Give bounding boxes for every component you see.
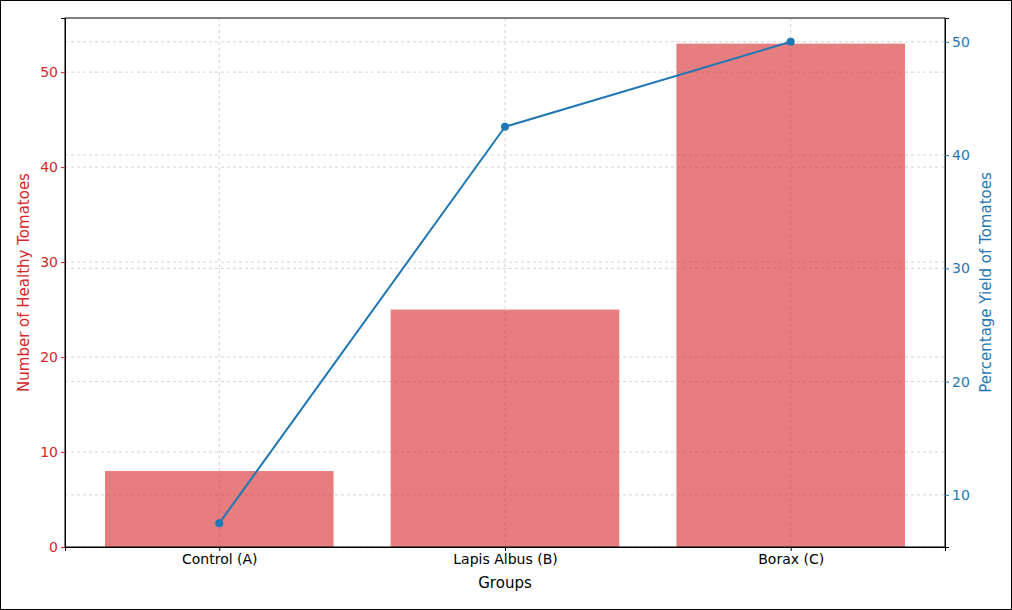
y2-tick-mark xyxy=(945,42,949,43)
y-tick-label: 0 xyxy=(49,539,58,555)
y2-tick: 20 xyxy=(945,374,970,390)
x-tick-label: Lapis Albus (B) xyxy=(453,551,557,567)
y-tick: 40 xyxy=(40,159,65,175)
y-tick: 0 xyxy=(49,539,65,555)
y2-tick: 50 xyxy=(945,34,970,50)
bar xyxy=(105,471,334,547)
marker xyxy=(215,519,223,527)
y-tick-mark xyxy=(61,357,65,358)
chart: Control (A) Lapis Albus (B) Borax (C) 0 10 20… xyxy=(0,0,1012,610)
x-tick: Lapis Albus (B) xyxy=(453,547,557,567)
y2-axis-title: Percentage Yield of Tomatoes xyxy=(977,172,995,393)
x-tick-label: Control (A) xyxy=(182,551,258,567)
y2-tick-label: 30 xyxy=(952,260,970,276)
y2-tick: 30 xyxy=(945,260,970,276)
y2-tick-mark xyxy=(945,495,949,496)
bar xyxy=(676,44,905,547)
figure-border xyxy=(1,1,1012,610)
y2-tick-mark xyxy=(945,382,949,383)
marker xyxy=(787,38,795,46)
y-tick-label: 10 xyxy=(40,444,58,460)
x-axis: Control (A) Lapis Albus (B) Borax (C) xyxy=(66,547,946,567)
x-axis-title: Groups xyxy=(478,574,532,592)
x-grid-line xyxy=(219,18,220,547)
y-axis: 0 10 20 30 40 50 xyxy=(40,19,65,555)
y-tick: 50 xyxy=(40,64,65,80)
y-tick-mark xyxy=(61,547,65,548)
y2-axis: 10 20 30 40 50 xyxy=(945,19,970,548)
y-axis-line xyxy=(61,19,66,548)
y-tick-label: 30 xyxy=(40,254,58,270)
y-tick-mark xyxy=(61,262,65,263)
y2-axis-line xyxy=(946,19,950,548)
y-tick: 30 xyxy=(40,254,65,270)
y-tick-mark xyxy=(61,167,65,168)
y2-tick-label: 10 xyxy=(952,487,970,503)
x-tick: Borax (C) xyxy=(758,547,824,567)
y2-tick: 40 xyxy=(945,147,970,163)
y2-tick: 10 xyxy=(945,487,970,503)
y-tick-mark xyxy=(61,72,65,73)
y2-tick-label: 40 xyxy=(952,147,970,163)
y2-tick-mark xyxy=(945,268,949,269)
grid xyxy=(65,18,945,547)
y2-tick-label: 50 xyxy=(952,34,970,50)
line xyxy=(219,42,790,523)
y-tick: 20 xyxy=(40,349,65,365)
y-tick-label: 20 xyxy=(40,349,58,365)
x-tick-label: Borax (C) xyxy=(758,551,824,567)
plot-area xyxy=(105,38,905,547)
marker xyxy=(501,123,509,131)
plot-frame xyxy=(65,18,945,547)
x-tick: Control (A) xyxy=(182,547,258,567)
y-tick: 10 xyxy=(40,444,65,460)
y2-tick-mark xyxy=(945,155,949,156)
y2-tick-label: 20 xyxy=(952,374,970,390)
y-tick-label: 40 xyxy=(40,159,58,175)
bar xyxy=(391,310,620,547)
y2-grid-line xyxy=(65,41,945,42)
y-tick-mark xyxy=(61,452,65,453)
y-tick-label: 50 xyxy=(40,64,58,80)
y-axis-title: Number of Healthy Tomatoes xyxy=(15,173,33,392)
